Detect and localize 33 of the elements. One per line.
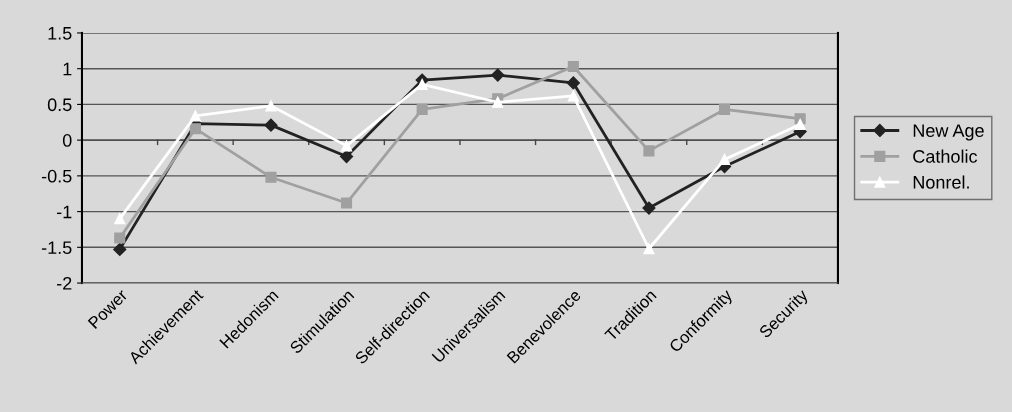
point (718, 153, 731, 165)
legend-label: New Age (913, 124, 984, 141)
point (567, 60, 579, 73)
point (341, 197, 353, 209)
point (567, 90, 579, 102)
y-tick-label: -2 (57, 276, 72, 290)
point (265, 100, 277, 112)
point (416, 103, 428, 115)
point (341, 140, 353, 152)
point (642, 201, 656, 215)
point (794, 118, 806, 130)
y-tick-label: 0.5 (47, 98, 72, 112)
point (643, 243, 655, 255)
point (643, 145, 655, 157)
point (189, 123, 201, 135)
point (566, 76, 580, 90)
point (339, 149, 354, 164)
point (491, 68, 505, 82)
legend-label: Nonrel. (913, 175, 969, 189)
point (114, 232, 126, 244)
point (264, 118, 278, 132)
point (265, 171, 277, 183)
point (189, 110, 201, 122)
legend-label: Catholic (913, 149, 978, 163)
point (113, 242, 127, 257)
point (114, 213, 126, 225)
y-tick-label: 1 (63, 62, 72, 76)
y-tick-label: 0 (62, 134, 72, 147)
y-tick-label: 1.5 (48, 27, 72, 40)
y-tick-label: -0.5 (41, 169, 72, 183)
y-tick-label: -1 (57, 205, 72, 219)
y-tick-label: -1.5 (41, 241, 72, 255)
point (718, 103, 731, 115)
